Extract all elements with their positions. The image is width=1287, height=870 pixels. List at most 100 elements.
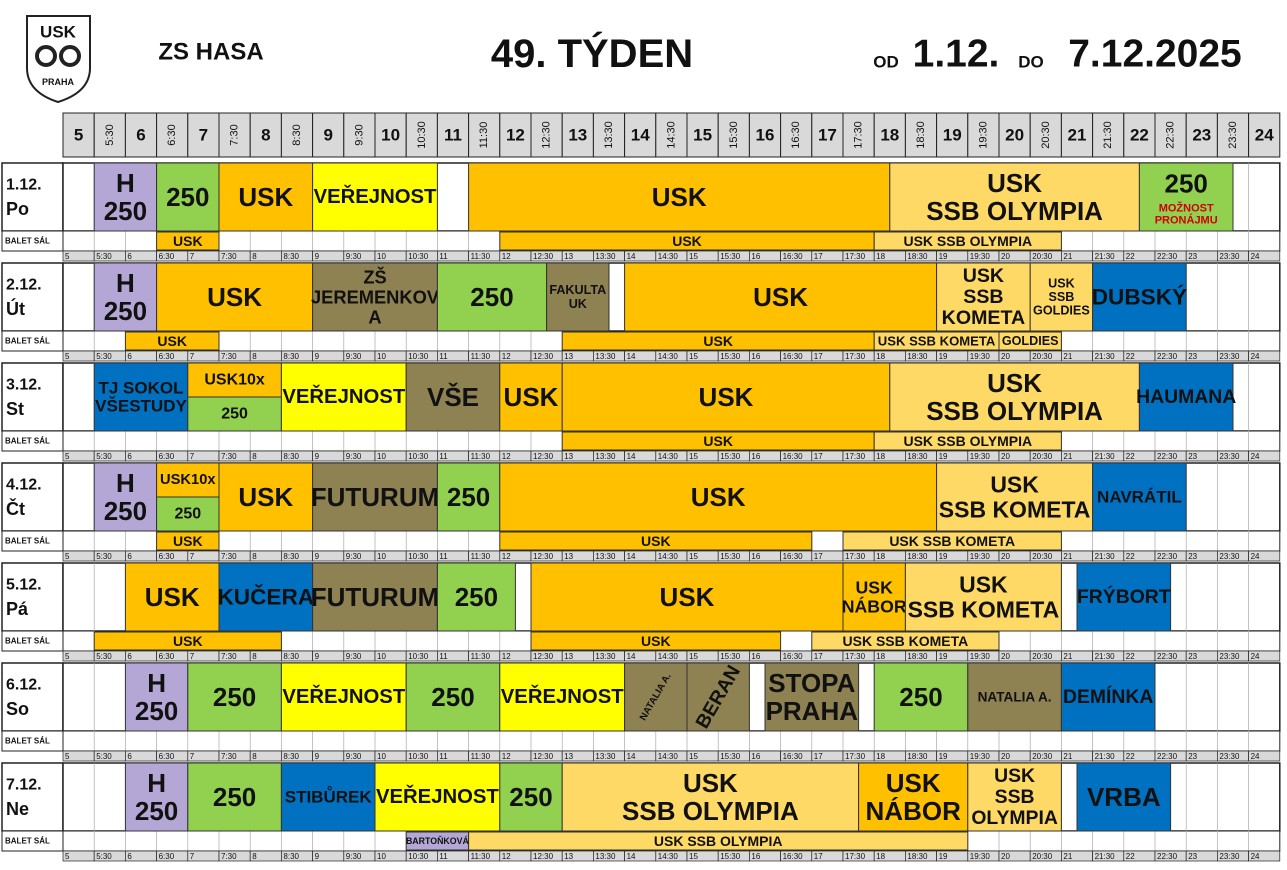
ruler-label: 19 [939, 852, 948, 861]
time-header-cell [1060, 112, 1094, 158]
ruler-label: 13 [564, 452, 573, 461]
day-date: 6.12. [6, 677, 42, 694]
ruler-label: 15 [689, 752, 698, 761]
ruler-label: 23:30 [1219, 452, 1240, 461]
ruler-label: 18:30 [907, 852, 928, 861]
ruler-label: 22:30 [1157, 352, 1178, 361]
schedule-block [93, 631, 282, 651]
block-label: FUTURUM [311, 482, 440, 512]
to-date: 7.12.2025 [1068, 33, 1242, 76]
block-label: 250 [174, 506, 201, 523]
ruler-label: 20 [1001, 252, 1010, 261]
ruler-label: 11:30 [471, 752, 491, 761]
block-label: 250 [104, 496, 147, 526]
schedule-block [312, 462, 438, 532]
block-label: USK [753, 282, 808, 312]
day-cell [1, 662, 64, 732]
ruler-label: 20 [1001, 652, 1010, 661]
schedule-block [93, 362, 189, 432]
logo-shield [26, 15, 91, 104]
ruler-label: 5:30 [96, 452, 112, 461]
ruler-label: 7:30 [221, 452, 237, 461]
block-label: USK SSB OLYMPIA [654, 833, 783, 849]
ruler-label: 18 [876, 352, 885, 361]
ruler-label: 11 [439, 852, 448, 861]
block-label: H [116, 168, 135, 198]
ruler-label: 8:30 [283, 852, 299, 861]
ruler-label: 10:30 [408, 452, 429, 461]
from-date: 1.12. [913, 33, 1000, 76]
ruler-label: 24 [1251, 852, 1260, 861]
time-header-cell [530, 112, 563, 158]
ruler-label: 23 [1188, 252, 1197, 261]
ruler-label: 16 [751, 252, 760, 261]
ruler-label: 21:30 [1095, 452, 1116, 461]
block-label: VŠE [427, 382, 479, 412]
ruler-label: 5 [65, 252, 70, 261]
time-header-label: 8 [261, 126, 270, 145]
ruler-label: 12 [502, 252, 511, 261]
day-date: 4.12. [6, 477, 42, 494]
ruler-label: 6:30 [159, 652, 175, 661]
ruler-label: 8 [252, 852, 257, 861]
block-label: VEŘEJNOST [314, 184, 437, 208]
ruler-label: 14 [627, 452, 636, 461]
ruler-label: 9:30 [346, 452, 362, 461]
schedule-block [156, 231, 220, 251]
ruler-label: 11 [439, 252, 448, 261]
block-label: USK [699, 382, 754, 412]
block-label: H [147, 668, 166, 698]
ruler-label: 19 [939, 552, 948, 561]
balet-label: BALET SÁL [5, 737, 50, 746]
block-label: FRÝBORT [1077, 584, 1171, 608]
day-cell [1, 262, 64, 332]
ruler-label: 14 [627, 652, 636, 661]
block-label: 250 [431, 682, 474, 712]
ruler-label: 22 [1126, 352, 1135, 361]
ruler-label: 7:30 [221, 252, 237, 261]
schedule-block [1138, 362, 1234, 432]
ruler-label: 24 [1251, 352, 1260, 361]
schedule-block [530, 562, 844, 632]
time-header-cell [436, 112, 470, 158]
schedule-block [1076, 762, 1172, 832]
time-header-cell [624, 112, 657, 158]
block-label: USK [987, 168, 1042, 198]
schedule-block [1029, 262, 1094, 332]
ruler-label: 24 [1251, 552, 1260, 561]
ruler-label: 13 [564, 252, 573, 261]
ruler-label: 19:30 [970, 552, 991, 561]
block-label: USK [1048, 276, 1075, 290]
ruler-label: 11:30 [471, 352, 491, 361]
ruler-label: 24 [1251, 752, 1260, 761]
ruler-label: 9 [315, 352, 320, 361]
ruler-label: 15 [689, 452, 698, 461]
day-cell [1, 162, 64, 232]
ruler-label: 22:30 [1157, 852, 1178, 861]
block-label: USK SSB KOMETA [878, 334, 996, 349]
ruler-label: 15:30 [720, 552, 741, 561]
day-date: 2.12. [6, 277, 42, 294]
schedule-block [280, 362, 407, 432]
schedule-block [187, 396, 282, 432]
ruler-label: 6 [127, 652, 132, 661]
time-header-cell [499, 112, 532, 158]
time-header-cell [280, 112, 314, 158]
ruler-label: 8:30 [283, 452, 299, 461]
ruler-label: 20 [1001, 352, 1010, 361]
block-label: NAVRÁTIL [1097, 488, 1182, 507]
block-label: UK [569, 297, 587, 311]
time-header-label: 18 [880, 126, 899, 145]
block-label: USK [703, 433, 733, 449]
day-name: St [6, 399, 24, 419]
ruler-label: 18 [876, 852, 885, 861]
block-label: USK [703, 333, 733, 349]
schedule-block [842, 531, 1062, 551]
schedule-block [889, 362, 1140, 432]
ruler-label: 5:30 [96, 252, 112, 261]
ruler-label: 13:30 [595, 352, 616, 361]
schedule-block [858, 762, 969, 832]
ruler-label: 16:30 [783, 252, 804, 261]
ruler-label: 23:30 [1219, 552, 1240, 561]
schedule-block [312, 262, 438, 332]
